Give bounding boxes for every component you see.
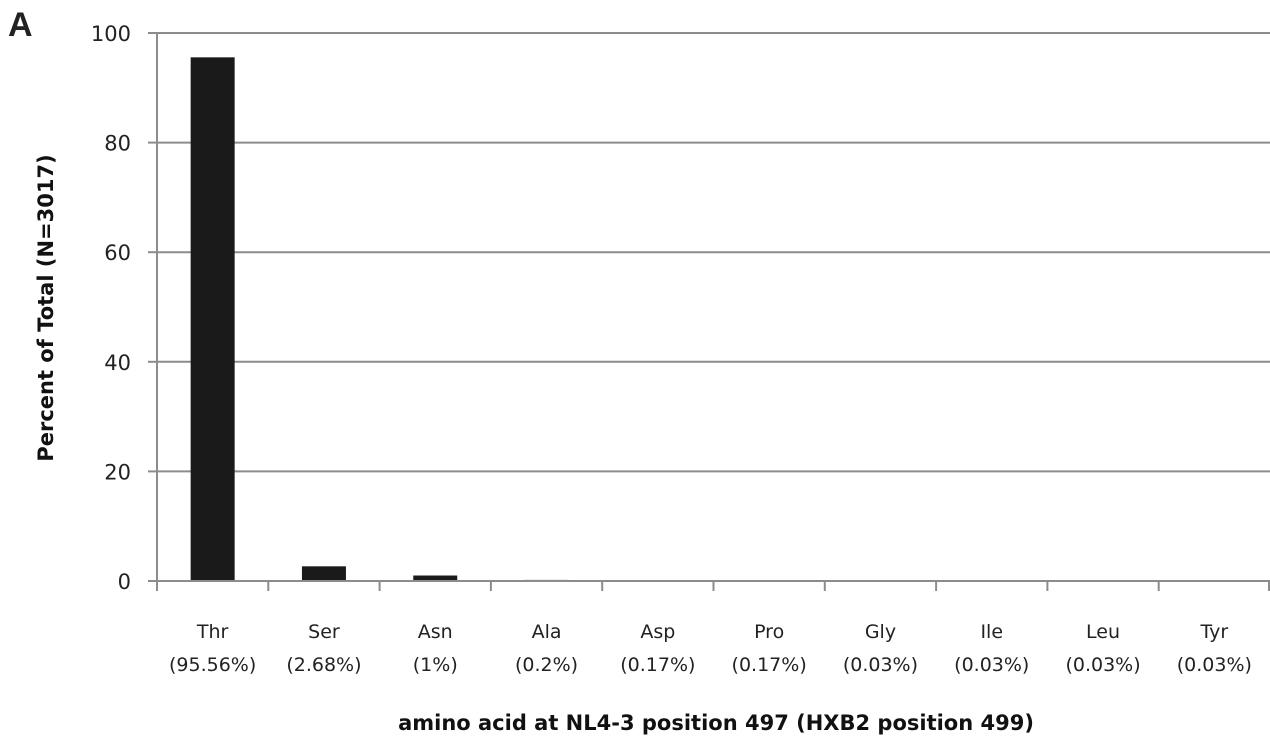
axes	[148, 33, 1270, 582]
y-axis-ticks: 0 20 40 60 80 100	[91, 22, 157, 594]
x-tick-percent-label: (0.17%)	[732, 654, 807, 676]
y-tick-label: 100	[91, 22, 131, 46]
x-tick-percent-label: (1%)	[413, 654, 458, 676]
x-tick-percent-label: (0.17%)	[620, 654, 695, 676]
x-tick-label: Tyr	[1199, 621, 1228, 643]
bar-asn	[413, 575, 458, 581]
y-tick-label: 20	[104, 460, 131, 484]
bars	[190, 57, 1237, 582]
y-axis-title: Percent of Total (N=3017)	[34, 154, 58, 461]
x-tick-percent-label: (95.56%)	[169, 654, 256, 676]
x-tick-label: Asp	[640, 621, 675, 643]
y-tick-label: 60	[104, 241, 131, 265]
y-tick-label: 0	[118, 570, 131, 594]
x-tick-label: Pro	[754, 621, 784, 643]
x-tick-label: Gly	[865, 621, 896, 643]
x-axis-title: amino acid at NL4-3 position 497 (HXB2 p…	[398, 711, 1034, 735]
x-tick-label: Ser	[308, 621, 340, 643]
x-tick-label: Ile	[980, 621, 1003, 643]
x-tick-percent-label: (2.68%)	[286, 654, 361, 676]
x-tick-percent-label: (0.03%)	[1177, 654, 1252, 676]
x-tick-label: Thr	[196, 621, 229, 643]
x-tick-label: Ala	[532, 621, 562, 643]
x-tick-percent-label: (0.03%)	[1065, 654, 1140, 676]
x-axis-ticks: Thr (95.56%) Ser (2.68%) Asn (1%) Ala (0.2%) Asp…	[156, 581, 1270, 676]
panel-label: A	[8, 6, 33, 44]
gridlines	[157, 32, 1270, 473]
x-tick-percent-label: (0.2%)	[515, 654, 578, 676]
x-tick-percent-label: (0.03%)	[954, 654, 1029, 676]
y-tick-label: 80	[104, 132, 131, 156]
bar-ser	[301, 566, 346, 581]
x-tick-percent-label: (0.03%)	[843, 654, 918, 676]
x-tick-label: Asn	[418, 621, 453, 643]
x-tick-label: Leu	[1086, 621, 1120, 643]
bar-thr	[190, 57, 235, 582]
y-tick-label: 40	[104, 351, 131, 375]
